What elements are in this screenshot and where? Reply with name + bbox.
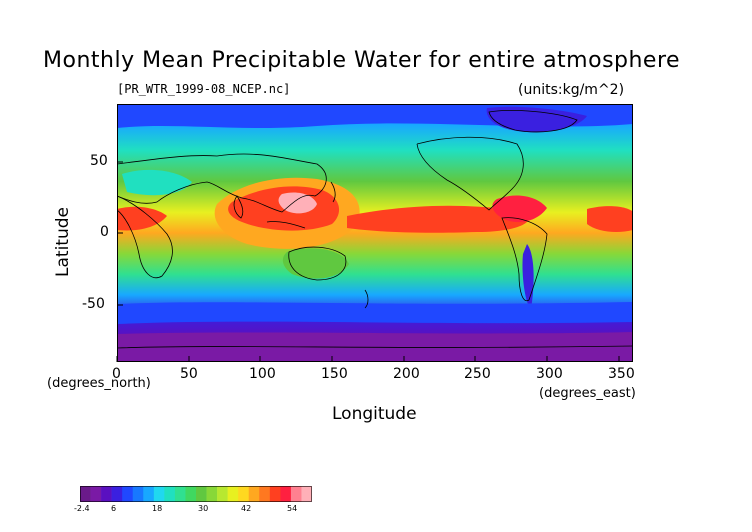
africa-west-warm [117, 206, 167, 231]
y-tick-marks [117, 161, 123, 306]
x-tick-marks [116, 356, 620, 362]
pacific-itcz [347, 205, 530, 233]
coastline-japan [330, 181, 336, 203]
colorbar-swatch [174, 486, 186, 502]
coastline-new-zealand [364, 289, 369, 309]
y-axis-label: Latitude [53, 207, 73, 277]
x-tick-label: 350 [608, 366, 635, 382]
colorbar-swatch [248, 486, 260, 502]
colorbar-swatch [143, 486, 155, 502]
colorbar-swatch [238, 486, 250, 502]
colorbar-label: 18 [152, 504, 163, 513]
x-tick-label: 0 [112, 366, 121, 382]
colorbar-label: 6 [111, 504, 117, 513]
x-axis-unit: (degrees_east) [539, 386, 636, 401]
colorbar-swatch [111, 486, 123, 502]
colorbar-swatch [101, 486, 112, 502]
coastline-australia [288, 246, 347, 281]
x-tick-label: 50 [180, 366, 198, 382]
colorbar [80, 486, 312, 502]
colorbar-swatch [80, 486, 91, 502]
colorbar-swatch [259, 486, 271, 502]
source-file-label: [PR_WTR_1999-08_NCEP.nc] [117, 82, 291, 96]
x-tick-label: 300 [536, 366, 563, 382]
colorbar-swatch [227, 486, 239, 502]
southern-ocean-band [117, 302, 633, 324]
colorbar-label: -2.4 [74, 504, 90, 513]
sahara-dry [122, 169, 192, 196]
colorbar-swatch [290, 486, 302, 502]
x-axis-label: Longitude [332, 404, 417, 424]
colorbar-swatch [269, 486, 281, 502]
y-tick-label: 50 [90, 153, 108, 169]
australia-dry [282, 248, 349, 279]
coastline-indonesia [266, 221, 306, 229]
colorbar-label: 30 [198, 504, 209, 513]
atlantic-warm [587, 206, 633, 232]
colorbar-swatch [153, 486, 165, 502]
coastline-antarctica [117, 345, 633, 349]
colorbar-swatch [185, 486, 197, 502]
colorbar-swatch [217, 486, 228, 502]
colorbar-swatch [301, 486, 312, 502]
colorbar-frame [80, 486, 312, 502]
y-tick-label: -50 [82, 296, 105, 312]
x-tick-label: 200 [393, 366, 420, 382]
coastline-greenland [488, 110, 578, 133]
colorbar-swatch [132, 486, 144, 502]
colorbar-swatch [206, 486, 218, 502]
x-tick-label: 150 [321, 366, 348, 382]
asia-monsoon-peak [278, 192, 317, 214]
coastline-south-america [501, 217, 548, 302]
colorbar-swatch [164, 486, 176, 502]
colorbar-swatch [90, 486, 102, 502]
y-tick-label: 0 [100, 224, 109, 240]
colorbar-label: 42 [241, 504, 252, 513]
x-tick-label: 250 [464, 366, 491, 382]
colorbar-swatch [196, 486, 207, 502]
coastline-africa [117, 195, 173, 279]
coastlines [117, 110, 633, 349]
coastline-eurasia [117, 153, 327, 213]
precipitable-water-map [117, 104, 633, 362]
andes-dry [522, 244, 534, 309]
units-label: (units:kg/m^2) [518, 82, 625, 98]
colorbar-label: 54 [287, 504, 298, 513]
chart-title: Monthly Mean Precipitable Water for enti… [43, 48, 681, 73]
central-america-warm [492, 195, 547, 223]
coastline-north-america [416, 136, 524, 211]
coastline-india [233, 195, 244, 219]
colorbar-swatch [280, 486, 292, 502]
x-tick-label: 100 [249, 366, 276, 382]
greenland-dry [486, 106, 587, 133]
colorbar-swatch [122, 486, 134, 502]
y-axis-unit: (degrees_north) [47, 376, 151, 391]
